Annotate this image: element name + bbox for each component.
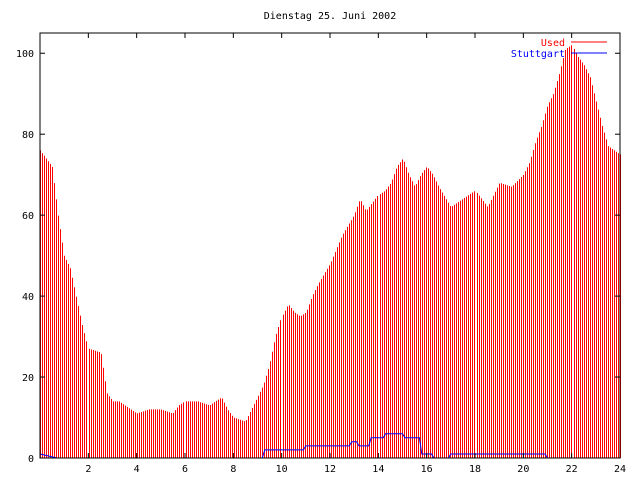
legend-label-stuttgart: Stuttgart [511, 49, 565, 60]
x-tick-label: 12 [324, 464, 336, 475]
x-tick-label: 20 [517, 464, 529, 475]
y-tick-label: 40 [22, 292, 34, 303]
x-tick-label: 8 [230, 464, 236, 475]
x-tick-label: 24 [614, 464, 626, 475]
x-tick-label: 2 [85, 464, 91, 475]
legend: Used Stuttgart [511, 38, 607, 60]
y-tick-label: 100 [16, 49, 34, 60]
x-tick-label: 22 [566, 464, 578, 475]
chart-title: Dienstag 25. Juni 2002 [264, 11, 396, 22]
legend-entry-stuttgart: Stuttgart [511, 49, 607, 60]
y-tick-label: 60 [22, 211, 34, 222]
x-axis: 2 4 6 8 10 12 14 16 18 20 22 24 [85, 33, 626, 475]
y-tick-label: 80 [22, 130, 34, 141]
x-tick-label: 4 [134, 464, 140, 475]
legend-label-used: Used [541, 38, 565, 49]
y-tick-label: 20 [22, 373, 34, 384]
x-tick-label: 6 [182, 464, 188, 475]
x-tick-label: 14 [372, 464, 384, 475]
x-tick-label: 18 [469, 464, 481, 475]
y-tick-label: 0 [28, 454, 34, 465]
y-axis: 0 20 40 60 80 100 [16, 49, 620, 465]
legend-entry-used: Used [541, 38, 607, 49]
x-tick-label: 10 [276, 464, 288, 475]
x-tick-label: 16 [421, 464, 433, 475]
used-series [40, 45, 621, 458]
